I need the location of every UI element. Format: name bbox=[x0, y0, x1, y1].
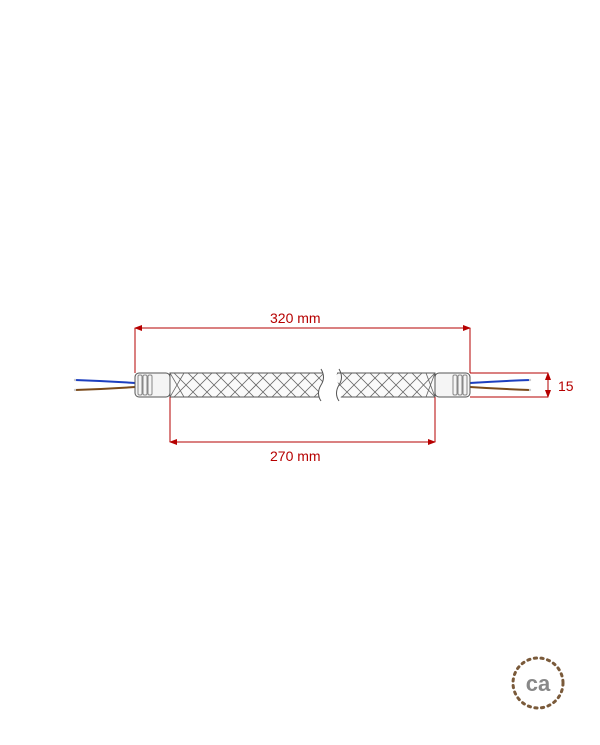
brand-logo: ca bbox=[508, 653, 568, 713]
brand-logo-text: ca bbox=[526, 671, 551, 696]
dim-top-label: 320 mm bbox=[270, 310, 321, 326]
dim-right-label: 15 bbox=[558, 378, 574, 394]
dim-bottom-label: 270 mm bbox=[270, 448, 321, 464]
diagram-canvas bbox=[0, 0, 600, 745]
